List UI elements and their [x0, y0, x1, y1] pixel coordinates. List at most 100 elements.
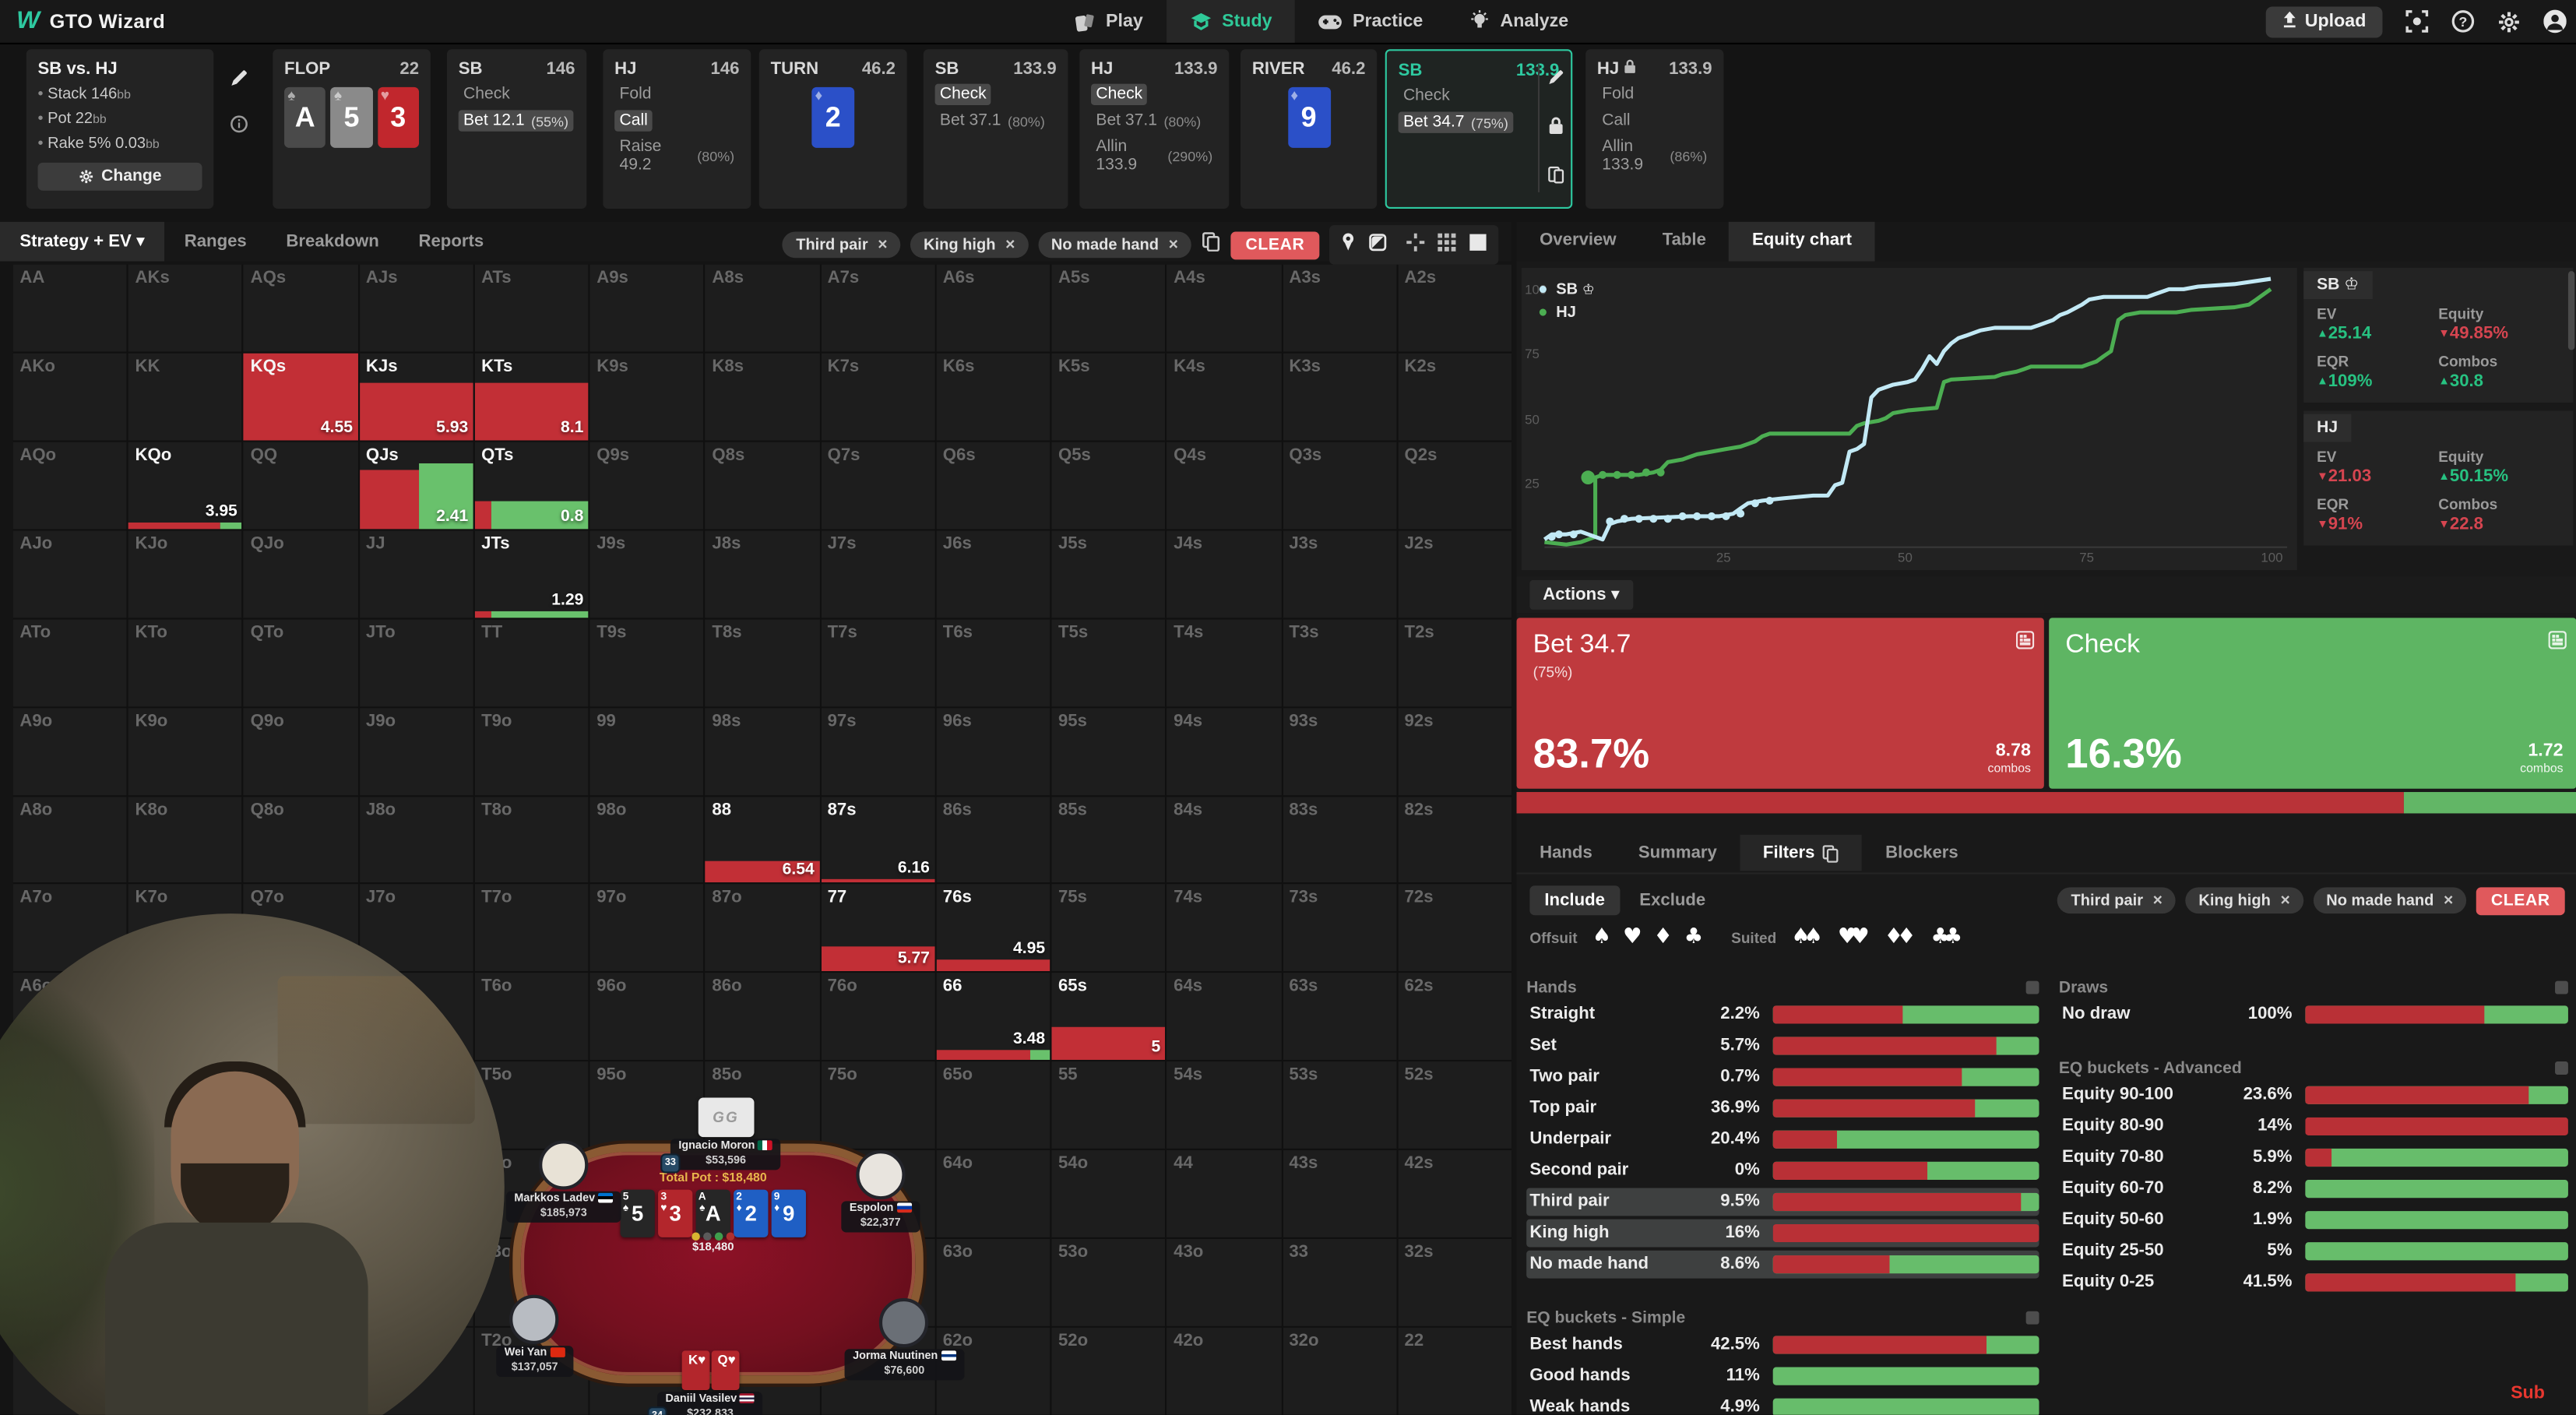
- matrix-cell-ATo[interactable]: ATo: [12, 618, 127, 706]
- matrix-cell-QTo[interactable]: QTo: [244, 618, 358, 706]
- matrix-cell-76s[interactable]: 76s 4.95: [936, 885, 1050, 972]
- matrix-cell-83s[interactable]: 83s: [1282, 796, 1397, 884]
- matrix-cell-Q8o[interactable]: Q8o: [244, 796, 358, 884]
- edit-pencil-icon[interactable]: [230, 65, 248, 95]
- action-option[interactable]: Check: [1091, 83, 1148, 106]
- action-option[interactable]: Fold: [1602, 85, 1635, 104]
- stat-row-equity-50-60[interactable]: Equity 50-60 1.9%: [2059, 1206, 2568, 1234]
- matrix-cell-55[interactable]: 55: [1051, 1061, 1166, 1149]
- matrix-cell-87o[interactable]: 87o: [705, 885, 820, 972]
- pin-icon[interactable]: [1341, 230, 1356, 259]
- offsuit-♠-icon[interactable]: ♠: [1592, 924, 1612, 950]
- stat-row-equity-90-100[interactable]: Equity 90-100 23.6%: [2059, 1081, 2568, 1108]
- split-view-icon[interactable]: [1369, 230, 1387, 259]
- matrix-cell-Q2s[interactable]: Q2s: [1398, 442, 1512, 529]
- matrix-cell-93s[interactable]: 93s: [1282, 707, 1397, 795]
- matrix-cell-95o[interactable]: 95o: [589, 1061, 704, 1149]
- matrix-cell-K8o[interactable]: K8o: [128, 796, 243, 884]
- matrix-cell-75o[interactable]: 75o: [821, 1061, 935, 1149]
- matrix-cell-T5s[interactable]: T5s: [1051, 618, 1166, 706]
- matrix-cell-52o[interactable]: 52o: [1051, 1328, 1166, 1415]
- matrix-cell-98o[interactable]: 98o: [589, 796, 704, 884]
- filter-chip[interactable]: No made hand ×: [1037, 231, 1191, 259]
- matrix-cell-A8s[interactable]: A8s: [705, 264, 820, 352]
- action-option[interactable]: Check: [1402, 86, 1450, 106]
- matrix-cell-J9o[interactable]: J9o: [359, 707, 473, 795]
- street-panel-turn-3[interactable]: TURN 46.2 ♦ 2: [758, 49, 907, 209]
- tab-ranges[interactable]: Ranges: [184, 231, 247, 252]
- matrix-cell-Q9s[interactable]: Q9s: [589, 442, 704, 529]
- matrix-cell-Q7s[interactable]: Q7s: [821, 442, 935, 529]
- matrix-cell-T9s[interactable]: T9s: [589, 618, 704, 706]
- include-toggle[interactable]: Include: [1529, 885, 1620, 916]
- matrix-cell-T9o[interactable]: T9o: [474, 707, 589, 795]
- filter-chip[interactable]: King high ×: [2185, 887, 2303, 914]
- nav-item-study[interactable]: Study: [1166, 0, 1296, 43]
- lock-icon[interactable]: [1548, 114, 1564, 143]
- matrix-cell-52s[interactable]: 52s: [1398, 1061, 1512, 1149]
- matrix-cell-97s[interactable]: 97s: [821, 707, 935, 795]
- stat-row-equity-60-70[interactable]: Equity 60-70 8.2%: [2059, 1175, 2568, 1202]
- matrix-cell-AQs[interactable]: AQs: [244, 264, 358, 352]
- matrix-cell-K3s[interactable]: K3s: [1282, 353, 1397, 441]
- tab-table[interactable]: Table: [1662, 230, 1706, 250]
- matrix-cell-J2s[interactable]: J2s: [1398, 530, 1512, 618]
- matrix-cell-QQ[interactable]: QQ: [244, 442, 358, 529]
- action-option[interactable]: Raise 49.2 (80%): [619, 138, 735, 174]
- stat-row-good-hands[interactable]: Good hands 11%: [1526, 1362, 2039, 1389]
- tab-strategy-ev[interactable]: Strategy + EV ▾: [0, 221, 165, 262]
- tab-filters[interactable]: Filters: [1740, 834, 1863, 871]
- settings-gear-icon[interactable]: [2497, 10, 2521, 33]
- nav-item-play[interactable]: Play: [1051, 0, 1166, 43]
- matrix-cell-A9s[interactable]: A9s: [589, 264, 704, 352]
- matrix-cell-A4s[interactable]: A4s: [1167, 264, 1281, 352]
- matrix-cell-QJs[interactable]: QJs 2.41: [359, 442, 473, 529]
- actions-dropdown[interactable]: Actions ▾: [1529, 579, 1633, 610]
- clear-filters-button[interactable]: CLEAR: [1230, 231, 1320, 259]
- matrix-cell-62s[interactable]: 62s: [1398, 973, 1512, 1061]
- matrix-cell-J9s[interactable]: J9s: [589, 530, 704, 618]
- matrix-cell-63o[interactable]: 63o: [936, 1239, 1050, 1326]
- expand-icon[interactable]: [1406, 230, 1425, 259]
- tab-breakdown[interactable]: Breakdown: [286, 231, 379, 252]
- matrix-cell-Q9o[interactable]: Q9o: [244, 707, 358, 795]
- chip-close-icon[interactable]: ×: [2443, 891, 2454, 910]
- offsuit-♦-icon[interactable]: ♦: [1653, 924, 1673, 950]
- matrix-cell-TT[interactable]: TT: [474, 618, 589, 706]
- offsuit-♣-icon[interactable]: ♣: [1684, 924, 1704, 950]
- matrix-cell-KTo[interactable]: KTo: [128, 618, 243, 706]
- app-logo[interactable]: W GTO Wizard: [16, 6, 165, 34]
- chip-close-icon[interactable]: ×: [2280, 891, 2290, 910]
- matrix-cell-85s[interactable]: 85s: [1051, 796, 1166, 884]
- chip-close-icon[interactable]: ×: [2152, 891, 2163, 910]
- matrix-cell-KK[interactable]: KK: [128, 353, 243, 441]
- matrix-cell-QTs[interactable]: QTs 0.8: [474, 442, 589, 529]
- info-icon[interactable]: [230, 111, 248, 141]
- matrix-cell-88[interactable]: 88 6.54: [705, 796, 820, 884]
- stat-row-equity-70-80[interactable]: Equity 70-80 5.9%: [2059, 1144, 2568, 1171]
- chip-close-icon[interactable]: ×: [1168, 235, 1178, 254]
- matrix-cell-AQo[interactable]: AQo: [12, 442, 127, 529]
- change-button[interactable]: Change: [37, 162, 202, 191]
- matrix-cell-J7s[interactable]: J7s: [821, 530, 935, 618]
- matrix-cell-66[interactable]: 66 3.48: [936, 973, 1050, 1061]
- nav-item-analyze[interactable]: Analyze: [1446, 0, 1592, 43]
- action-card-bet-34-7[interactable]: Bet 34.7 (75%) 83.7% 8.78 combos: [1516, 618, 2044, 789]
- tab-equity-chart[interactable]: Equity chart: [1729, 221, 1875, 262]
- matrix-cell-K9o[interactable]: K9o: [128, 707, 243, 795]
- stat-row-set[interactable]: Set 5.7%: [1526, 1032, 2039, 1059]
- matrix-cell-KJs[interactable]: KJs 5.93: [359, 353, 473, 441]
- matrix-cell-A3s[interactable]: A3s: [1282, 264, 1397, 352]
- chip-close-icon[interactable]: ×: [878, 235, 888, 254]
- tab-hands[interactable]: Hands: [1540, 843, 1592, 863]
- stat-row-top-pair[interactable]: Top pair 36.9%: [1526, 1094, 2039, 1121]
- matrix-cell-A6s[interactable]: A6s: [936, 264, 1050, 352]
- filter-chip[interactable]: King high ×: [910, 231, 1029, 259]
- stat-row-equity-80-90[interactable]: Equity 80-90 14%: [2059, 1112, 2568, 1139]
- suited-♥-icon[interactable]: ♥♥: [1837, 924, 1870, 950]
- section-options-icon[interactable]: [2555, 1061, 2568, 1075]
- action-option[interactable]: Bet 34.7 (75%): [1398, 111, 1514, 133]
- street-panel-hj-5[interactable]: HJ 133.9 Check Bet 37.1 (80%) Allin 133.9 (2…: [1079, 49, 1230, 209]
- action-option[interactable]: Bet 37.1 (80%): [939, 111, 1045, 130]
- matrix-cell-72s[interactable]: 72s: [1398, 885, 1512, 972]
